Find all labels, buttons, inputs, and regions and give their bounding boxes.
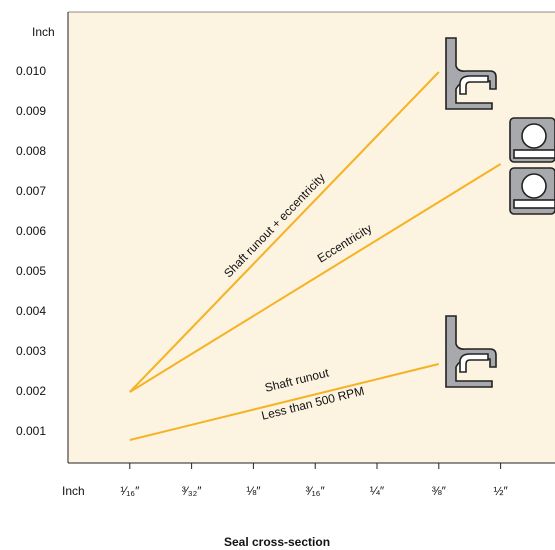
seal-icon [509,167,555,215]
x-tick-label: ½″ [493,484,508,498]
x-tick-label: ¼″ [370,484,385,498]
seal-icon [445,37,497,110]
x-tick-label: ³⁄₃₂″ [182,484,203,498]
y-unit-label: Inch [32,25,55,39]
y-tick-label: 0.010 [16,64,46,78]
series-line [129,163,502,393]
y-tick-label: 0.004 [16,304,46,318]
x-tick-label: ⅛″ [246,484,261,498]
y-tick-label: 0.006 [16,224,46,238]
plot-area [68,12,555,463]
y-tick-label: 0.003 [16,344,46,358]
y-tick-label: 0.009 [16,104,46,118]
series-line [129,71,440,393]
x-tick-label: ¹⁄₁₆″ [120,484,140,498]
series-line [129,363,440,441]
seal-icon [509,117,555,163]
x-tick-label: ⅜″ [432,484,447,498]
x-unit-label: Inch [62,484,85,498]
y-tick-label: 0.008 [16,144,46,158]
x-axis-title: Seal cross-section [224,535,330,549]
y-tick-label: 0.005 [16,264,46,278]
y-tick-label: 0.002 [16,384,46,398]
y-tick-label: 0.007 [16,184,46,198]
seal-icon [445,315,497,388]
x-tick-label: ³⁄₁₆″ [306,484,326,498]
y-tick-label: 0.001 [16,424,46,438]
